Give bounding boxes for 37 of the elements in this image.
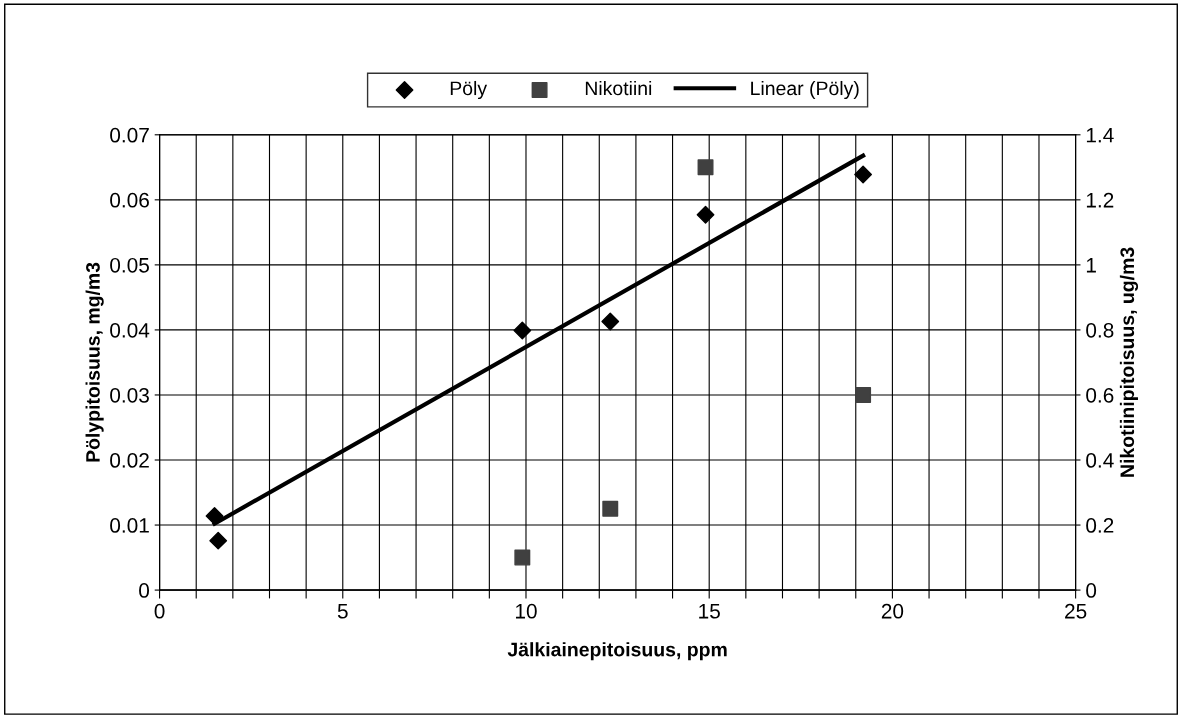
point (696, 205, 715, 224)
x-tick-label: 0 (154, 603, 165, 619)
x-tick-label: 15 (699, 604, 720, 619)
x-axis-title: Jälkiainepitoisuus, ppm (507, 642, 727, 661)
x-tick-label: 10 (515, 603, 537, 619)
y2-tick-label: 1.2 (1086, 192, 1114, 208)
legend-label: Pöly (450, 80, 488, 100)
y-tick-label: 0.05 (110, 257, 149, 273)
x-tick-label: 20 (881, 603, 904, 619)
y-tick-label: 0.07 (110, 127, 149, 143)
y-tick-label: 0.04 (110, 322, 150, 338)
y2-tick-label: 1 (1086, 258, 1096, 273)
y-tick-label: 0.02 (110, 453, 149, 468)
legend-label: Nikotiini (585, 80, 652, 96)
y2-tick-label: 0.6 (1086, 387, 1114, 403)
x-tick-label: 25 (1065, 603, 1087, 619)
y-tick-label: 0.06 (110, 192, 149, 208)
y-axis-title: Pölypitoisuus, mg/m3 (85, 262, 104, 462)
point (209, 531, 228, 550)
y-tick-label: 0.03 (110, 387, 149, 403)
y2-axis-title: Nikotiinipitoisuus, ug/m3 (1119, 247, 1139, 477)
y2-tick-label: 0.2 (1086, 518, 1114, 533)
point (855, 386, 872, 403)
x-tick-label: 5 (337, 604, 348, 619)
point (602, 500, 619, 517)
point (514, 549, 531, 566)
y2-tick-label: 1.4 (1086, 128, 1114, 143)
point (854, 165, 873, 184)
point (697, 159, 714, 176)
y-tick-label: 0 (139, 583, 150, 598)
y2-tick-label: 0.4 (1086, 453, 1114, 468)
point (601, 312, 620, 331)
point (513, 321, 532, 340)
y2-tick-label: 0 (1086, 583, 1097, 598)
y-tick-label: 0.01 (110, 518, 149, 533)
legend-label: Linear (Pöly) (751, 80, 859, 100)
y2-tick-label: 0.8 (1086, 322, 1114, 338)
